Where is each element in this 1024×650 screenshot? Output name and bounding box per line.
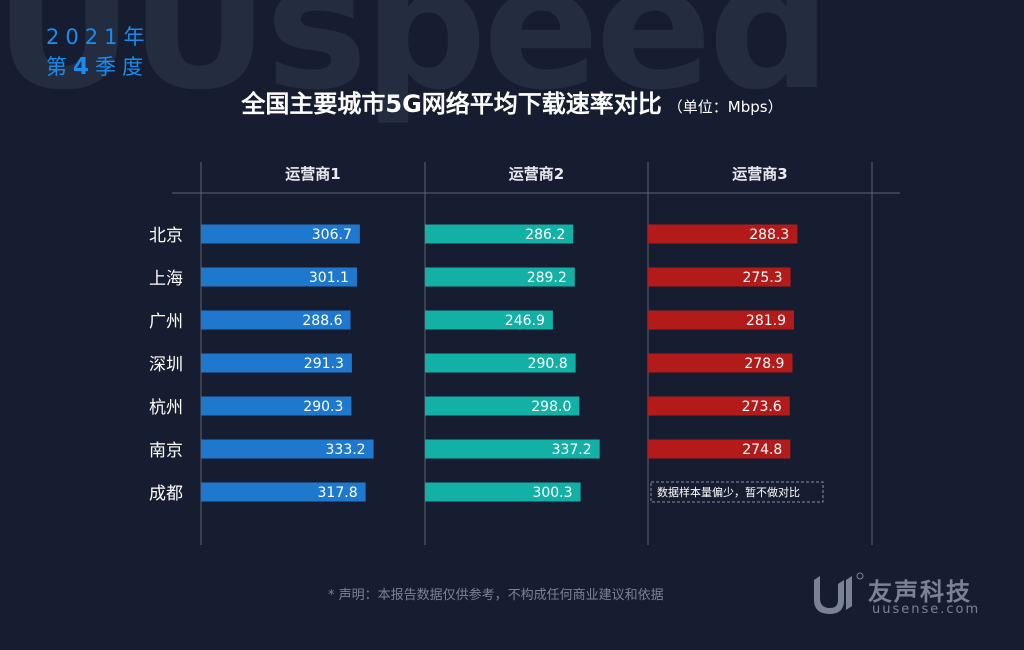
annotation-text: 数据样本量偏少，暂不做对比 [657, 485, 800, 499]
city-label: 北京 [149, 226, 183, 246]
city-label: 杭州 [149, 398, 183, 418]
bar-value-label: 306.7 [312, 227, 352, 243]
uusense-logo-icon [814, 572, 864, 614]
city-label: 南京 [149, 441, 183, 461]
watermark-text: UUspeed [0, 0, 831, 128]
disclaimer-footnote: * 声明：本报告数据仅供参考，不构成任何商业建议和依据 [328, 588, 664, 603]
quarter-number: 4 [73, 54, 96, 80]
bar [648, 267, 791, 287]
bar-value-label: 288.3 [749, 227, 789, 243]
bar-value-label: 289.2 [527, 270, 567, 286]
bar [201, 267, 357, 287]
report-year: 2021年 [46, 25, 151, 49]
city-label: 成都 [149, 484, 183, 504]
bar [648, 396, 790, 416]
bar-value-label: 274.8 [742, 442, 782, 458]
bar-value-label: 281.9 [746, 313, 786, 329]
bar-value-label: 286.2 [525, 227, 565, 243]
bar [425, 224, 574, 244]
bar [201, 353, 352, 373]
city-label: 上海 [149, 269, 183, 289]
report-quarter: 第4季度 [46, 52, 150, 82]
brand-url: uusense.com [872, 602, 981, 617]
bar [425, 396, 580, 416]
bar [648, 353, 793, 373]
chart-title: 全国主要城市5G网络平均下载速率对比 （单位：Mbps） [0, 84, 1024, 119]
annotation-box [650, 481, 824, 503]
bar-value-label: 288.6 [302, 313, 342, 329]
bar-value-label: 301.1 [309, 270, 349, 286]
bar [425, 310, 553, 330]
bar [201, 439, 374, 459]
bar-value-label: 291.3 [304, 356, 344, 372]
bar-value-label: 300.3 [532, 485, 572, 501]
bar-value-label: 317.8 [318, 485, 358, 501]
bar [425, 267, 575, 287]
city-label: 深圳 [149, 355, 183, 375]
bar [648, 310, 795, 330]
bar [201, 396, 352, 416]
bar [648, 224, 798, 244]
series-header-1: 运营商1 [285, 165, 340, 183]
series-header-3: 运营商3 [732, 165, 787, 183]
bar-value-label: 337.2 [552, 442, 592, 458]
bar-value-label: 290.3 [303, 399, 343, 415]
bar-value-label: 246.9 [505, 313, 545, 329]
bar-value-label: 333.2 [326, 442, 366, 458]
bar [648, 439, 791, 459]
bar [425, 439, 600, 459]
chart-unit: （单位：Mbps） [667, 98, 783, 116]
bar [425, 482, 581, 502]
quarter-prefix: 第 [46, 55, 73, 79]
chart-title-text: 全国主要城市5G网络平均下载速率对比 [241, 90, 662, 118]
report-period: 2021年 第4季度 [46, 22, 150, 82]
brand-name: 友声科技 [868, 578, 972, 606]
quarter-suffix: 季度 [95, 55, 150, 79]
bar [425, 353, 576, 373]
city-label: 广州 [149, 312, 183, 332]
bar-value-label: 273.6 [742, 399, 782, 415]
series-header-2: 运营商2 [509, 165, 564, 183]
bar [201, 482, 366, 502]
bar-value-label: 298.0 [531, 399, 571, 415]
bar-value-label: 290.8 [528, 356, 568, 372]
bar-value-label: 278.9 [744, 356, 784, 372]
bar-value-label: 275.3 [743, 270, 783, 286]
bar [201, 310, 351, 330]
bar [201, 224, 360, 244]
